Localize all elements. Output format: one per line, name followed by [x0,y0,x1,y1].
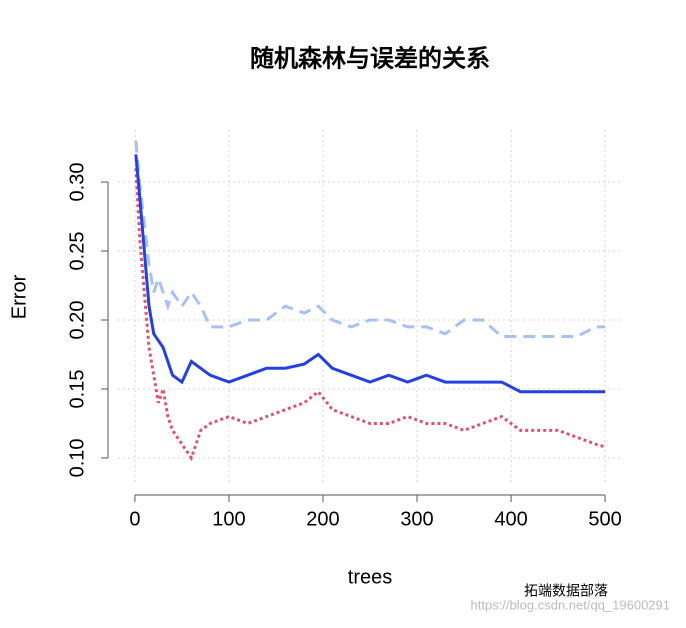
series-line [134,154,606,394]
chart-title: 随机森林与误差的关系 [250,44,490,72]
x-tick-label: 200 [306,508,339,530]
series-line [134,168,606,462]
watermark-url: https://blog.csdn.net/qq_19600291 [471,597,671,612]
y-tick-label: 0.25 [66,232,88,271]
y-tick-label: 0.15 [66,370,88,409]
watermark: 拓端数据部落 [524,583,608,599]
x-tick-label: 300 [400,508,433,530]
y-tick-label: 0.10 [66,438,88,477]
x-tick-label: 500 [588,508,621,530]
series-line [134,140,606,339]
y-axis-label: Error [8,274,30,319]
x-tick-label: 0 [129,508,140,530]
x-tick-label: 400 [494,508,527,530]
y-tick-label: 0.30 [66,163,88,202]
x-tick-label: 100 [212,508,245,530]
x-axis-label: trees [348,566,392,588]
y-tick-label: 0.20 [66,301,88,340]
